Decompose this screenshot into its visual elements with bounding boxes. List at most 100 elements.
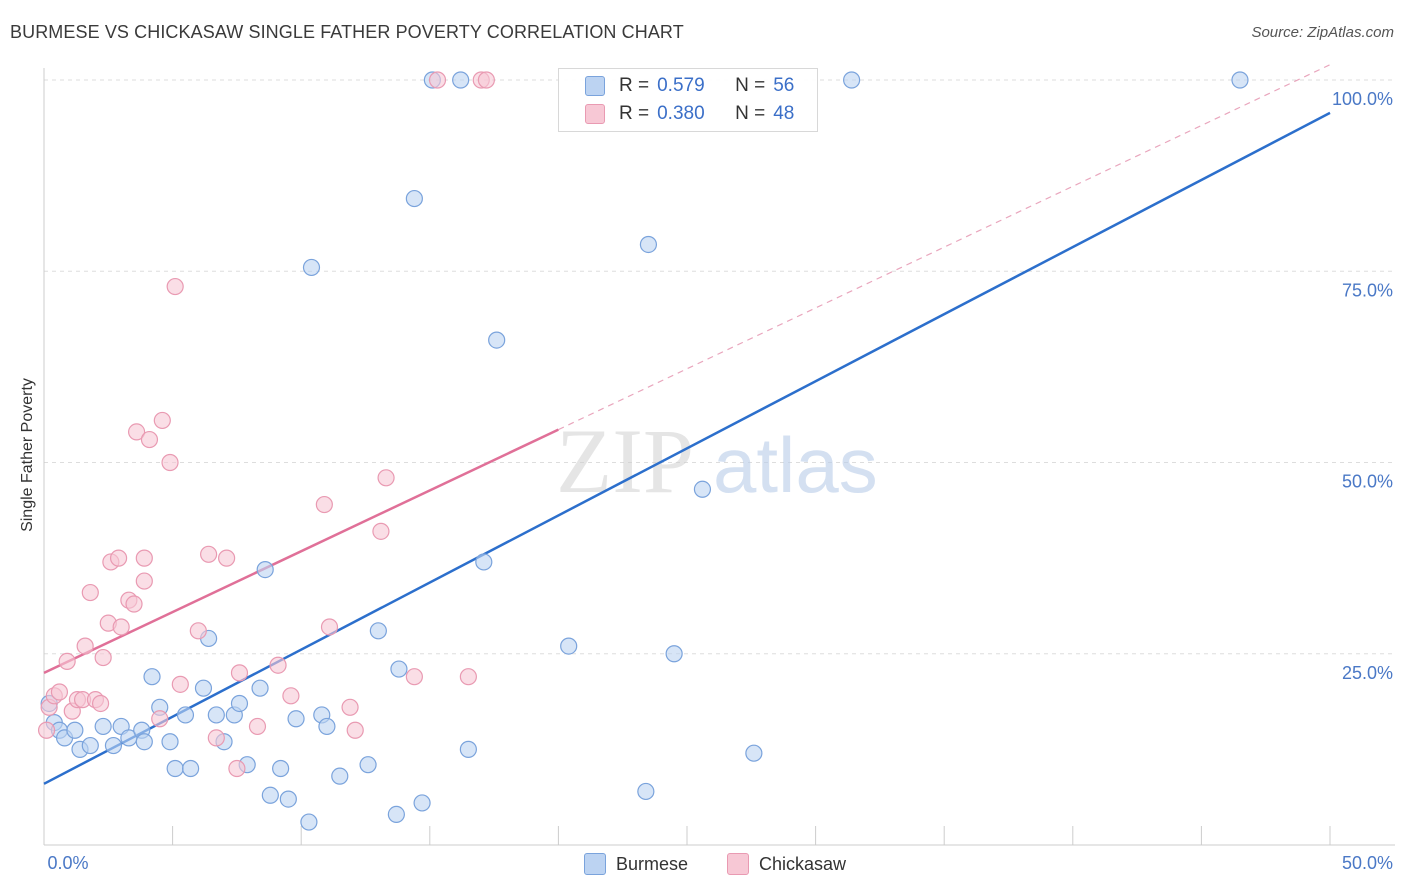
chickasaw-point (248, 717, 267, 736)
chickasaw-point (171, 675, 189, 693)
chickasaw-point (377, 469, 395, 487)
bottom-legend-label: Chickasaw (759, 853, 847, 874)
burmese-swatch (585, 76, 605, 96)
chickasaw-point (230, 664, 249, 682)
burmese-point (693, 480, 712, 498)
chickasaw-point (151, 710, 169, 728)
burmese-point (287, 710, 305, 728)
burmese-point (387, 805, 405, 824)
grid-lines (44, 79, 1395, 655)
burmese-point (560, 637, 578, 655)
burmese-point (161, 733, 179, 751)
chickasaw-point (218, 549, 236, 567)
chickasaw-swatch (585, 104, 605, 124)
bottom-legend-chickasaw: Chickasaw (727, 852, 846, 876)
bottom-legend-burmese: Burmese (584, 852, 688, 876)
burmese-point (176, 706, 195, 724)
burmese-point (194, 679, 213, 697)
y-tick-label: 75.0% (1342, 280, 1393, 300)
burmese-point (143, 668, 161, 686)
burmese-point (94, 717, 112, 736)
burmese-point (745, 744, 763, 762)
burmese-point (261, 786, 279, 804)
y-tick-label: 25.0% (1342, 663, 1393, 683)
chickasaw-point (94, 648, 112, 667)
burmese-point (452, 71, 470, 89)
burmese-point (459, 740, 477, 758)
watermark-zip: ZIP (556, 410, 694, 512)
legend-row-burmese: R = 0.579 N = 56 (585, 73, 794, 99)
chickasaw-point (153, 411, 171, 430)
burmese-point (359, 756, 377, 774)
chickasaw-point (200, 545, 218, 563)
legend-r-label: R = (619, 103, 650, 124)
chickasaw-point (125, 595, 143, 613)
chickasaw-point (109, 549, 128, 567)
chickasaw-point (58, 652, 76, 671)
burmese-point (665, 645, 683, 663)
burmese-point (300, 813, 318, 831)
chickasaw-point (477, 71, 495, 89)
burmese-point (207, 706, 225, 724)
legend: R = 0.579 N = 56 R = 0.380 N = 48 (558, 68, 818, 132)
burmese-swatch (584, 853, 606, 875)
legend-n-label: N = (735, 103, 766, 124)
watermark: ZIP atlas (556, 410, 878, 512)
chickasaw-point (112, 618, 130, 636)
chickasaw-point (76, 637, 94, 655)
burmese-point (369, 622, 387, 640)
burmese-point (104, 736, 123, 755)
burmese-point (843, 71, 861, 89)
burmese-point (230, 694, 249, 713)
burmese-point (637, 782, 655, 801)
burmese-point (135, 733, 153, 751)
burmese-point (488, 331, 506, 349)
chickasaw-point (346, 721, 364, 739)
axes (43, 68, 1395, 846)
burmese-trend-line (43, 111, 1331, 785)
burmese-point (302, 258, 321, 277)
burmese-point (182, 759, 200, 778)
legend-n-label: N = (735, 75, 766, 96)
data-points (37, 71, 1249, 831)
chickasaw-point (228, 759, 246, 778)
x-tick-label: 50.0% (1342, 853, 1393, 873)
chickasaw-point (428, 71, 447, 89)
chickasaw-point (459, 668, 477, 686)
burmese-point (279, 790, 297, 808)
chickasaw-point (269, 656, 287, 674)
burmese-point (256, 560, 274, 579)
chickasaw-point (50, 683, 69, 701)
chickasaw-point (161, 453, 179, 472)
burmese-point (331, 767, 349, 785)
legend-n-value: 56 (773, 75, 795, 96)
chickasaw-swatch (727, 853, 749, 875)
burmese-point (81, 736, 99, 755)
bottom-legend-label: Burmese (616, 853, 689, 874)
chickasaw-point (127, 423, 146, 441)
chickasaw-point (405, 668, 423, 686)
chickasaw-point (282, 687, 300, 705)
chickasaw-point (372, 522, 390, 540)
burmese-point (413, 794, 431, 812)
burmese-point (166, 759, 184, 778)
trend-lines (43, 64, 1331, 785)
chickasaw-point (91, 694, 110, 713)
x-tick-label: 0.0% (47, 853, 88, 873)
chickasaw-point (135, 572, 153, 590)
chickasaw-point (207, 729, 225, 747)
burmese-point (475, 553, 493, 571)
chickasaw-point (140, 430, 159, 449)
burmese-point (390, 660, 408, 678)
chart-title: BURMESE VS CHICKASAW SINGLE FATHER POVER… (10, 22, 684, 42)
burmese-point (405, 189, 423, 208)
burmese-point (1231, 71, 1249, 89)
burmese-point (639, 235, 658, 254)
chickasaw-trend-line (43, 428, 559, 675)
chickasaw-point (320, 618, 339, 636)
burmese-point (66, 721, 84, 739)
legend-r-value: 0.380 (657, 103, 705, 124)
y-tick-label: 50.0% (1342, 472, 1393, 492)
chickasaw-point (135, 549, 153, 567)
